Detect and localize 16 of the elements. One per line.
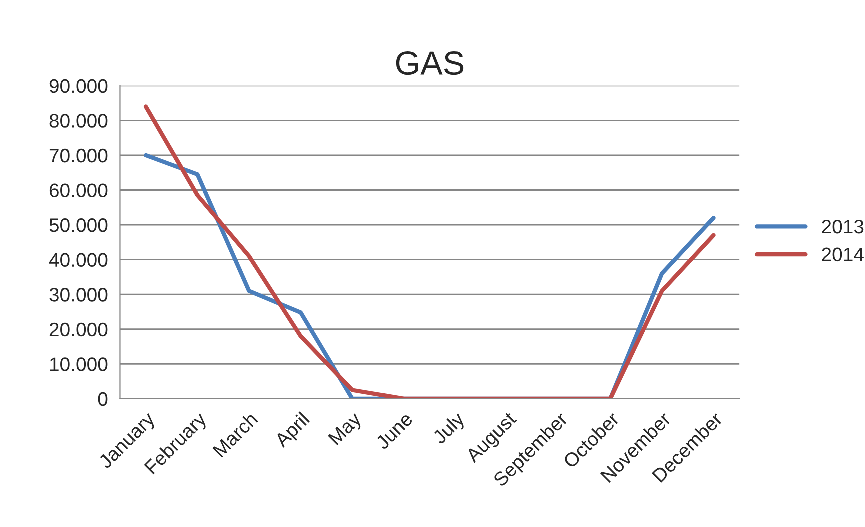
chart-title: GAS	[396, 52, 464, 76]
y-tick-label: 20.000	[50, 322, 108, 337]
legend-label: 2013	[822, 220, 864, 234]
legend-label: 2014	[822, 248, 864, 262]
y-tick-label: 10.000	[50, 358, 108, 372]
y-tick-label: 70.000	[50, 148, 108, 163]
y-tick-label: 40.000	[49, 253, 108, 268]
x-tick-label: May	[328, 411, 366, 448]
x-tick-label: July	[431, 410, 469, 448]
y-tick-label: 30.000	[50, 288, 108, 302]
y-tick-label: 90.000	[50, 79, 108, 94]
y-tick-label: 80.000	[50, 114, 108, 128]
y-tick-label: 60.000	[50, 184, 108, 198]
line-series	[144, 104, 716, 399]
y-tick-label: 50.000	[50, 218, 108, 232]
y-tick-label: 0	[98, 392, 108, 406]
